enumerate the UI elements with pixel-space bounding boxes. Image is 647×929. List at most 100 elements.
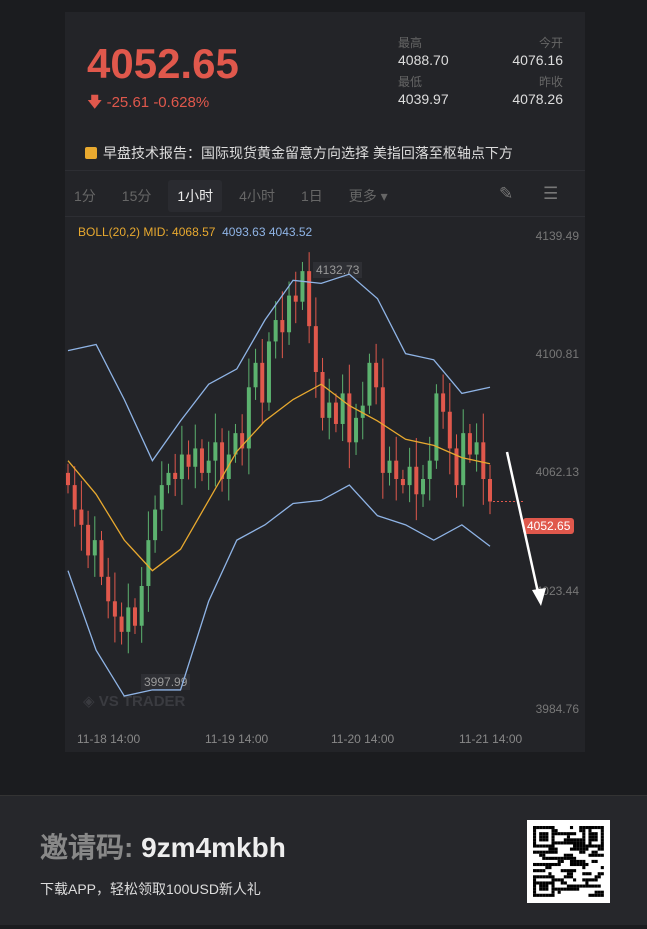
candle-body [434,393,439,461]
candle-body [387,460,392,473]
candle-body [213,442,218,461]
stat-prev-close: 昨收 4078.26 [512,75,563,107]
candle-body [360,405,365,418]
candle-body [112,601,117,617]
quote-panel: 4052.65 🡇 -25.61 -0.628% 最高 4088.70 今开 407… [65,12,585,752]
candle-body [461,433,466,486]
candle-body [253,362,258,388]
candle-body [293,295,298,302]
candle-body [367,362,372,406]
candle-body [300,271,305,302]
candle-body [481,442,486,479]
x-tick: 11-19 14:00 [205,732,269,746]
stat-low: 最低 4039.97 [398,75,449,107]
boll-lower-line [67,484,491,697]
x-tick: 11-21 14:00 [459,732,523,746]
last-price-label: 4052.65 [523,518,575,534]
current-price: 4052.65 [87,40,239,87]
tab-1h[interactable]: 1小时 [168,180,223,212]
candle-body [414,466,419,495]
invite-banner: 邀请码: 9zm4mkbh 下载APP，轻松领取100USD新人礼 [0,795,647,925]
candle-body [139,585,144,626]
boll-mid-line [67,383,491,572]
min-label: 3997.99 [141,674,191,690]
candle-body [119,616,124,632]
candle-body [146,540,151,586]
x-tick: 11-18 14:00 [77,732,141,746]
candle-body [199,448,204,473]
candle-body [72,485,77,510]
report-icon [85,147,97,159]
candle-body [427,460,432,479]
candle-body [488,478,492,502]
candle-body [340,393,345,424]
candle-body [307,271,312,327]
tab-1d[interactable]: 1日 [300,188,323,204]
pencil-icon[interactable]: ✎ [499,184,514,203]
y-tick: 4062.13 [535,465,579,479]
candle-body [260,362,265,403]
candle-body [79,509,84,525]
candle-body [447,411,452,449]
y-tick: 3984.76 [535,702,579,716]
tab-1m[interactable]: 1分 [74,188,96,204]
candle-body [320,372,325,418]
boll-legend: BOLL(20,2) MID: 4068.57 4093.63 4043.52 [78,225,313,239]
watermark-logo: ◈ VS TRADER [83,693,186,710]
candle-body [99,540,104,577]
candle-body [394,460,399,479]
y-tick: 4139.49 [535,229,579,243]
candle-body [273,320,278,342]
candle-body [159,485,164,510]
tab-more[interactable]: 更多 ▾ [348,188,388,204]
candle-body [287,295,292,333]
candle-body [474,442,479,455]
candle-body [179,454,184,479]
annotation-arrow [505,451,541,598]
y-tick: 4023.44 [535,584,579,598]
candle-body [240,433,245,449]
candle-body [153,509,158,541]
candle-body [407,466,412,486]
candle-body [106,576,111,602]
candlestick-chart[interactable] [65,12,585,752]
x-tick: 11-20 14:00 [331,732,395,746]
candle-body [226,454,231,479]
down-arrow-icon: 🡇 [87,94,103,111]
candle-body [173,472,178,479]
candle-body [313,326,318,373]
candle-body [220,442,225,479]
tab-4h[interactable]: 4小时 [239,188,275,204]
y-tick: 4100.81 [535,347,579,361]
candle-body [266,341,271,403]
candle-body [280,320,285,333]
candle-body [374,362,379,388]
tab-15m[interactable]: 15分 [121,188,152,204]
candle-body [193,448,198,467]
candle-body [66,472,70,486]
candle-body [86,524,91,556]
price-change: 🡇 -25.61 -0.628% [87,94,210,111]
candle-body [126,607,131,632]
invite-subtitle: 下载APP，轻松领取100USD新人礼 [40,881,261,897]
stat-open: 今开 4076.16 [512,36,563,68]
candle-body [421,478,426,495]
candle-body [400,478,405,486]
candle-body [347,393,352,443]
candle-body [441,393,446,412]
candle-body [354,417,359,443]
candle-body [380,387,385,473]
candle-body [186,454,191,467]
candle-body [132,607,137,626]
candle-body [327,402,332,418]
news-ticker[interactable]: 早盘技术报告：国际现货黄金留意方向选择 美指回落至枢轴点下方 [85,143,513,163]
candle-body [454,448,459,486]
timeframe-tabs: 1分 15分 1小时 4小时 1日 更多 ▾ [65,178,585,214]
candle-body [246,387,251,449]
annotation-arrowhead [532,588,546,606]
candle-body [92,540,97,556]
candle-body [206,460,211,473]
indicator-settings-icon[interactable]: ☰ [543,184,559,203]
candle-body [467,433,472,455]
stat-high: 最高 4088.70 [398,36,449,68]
